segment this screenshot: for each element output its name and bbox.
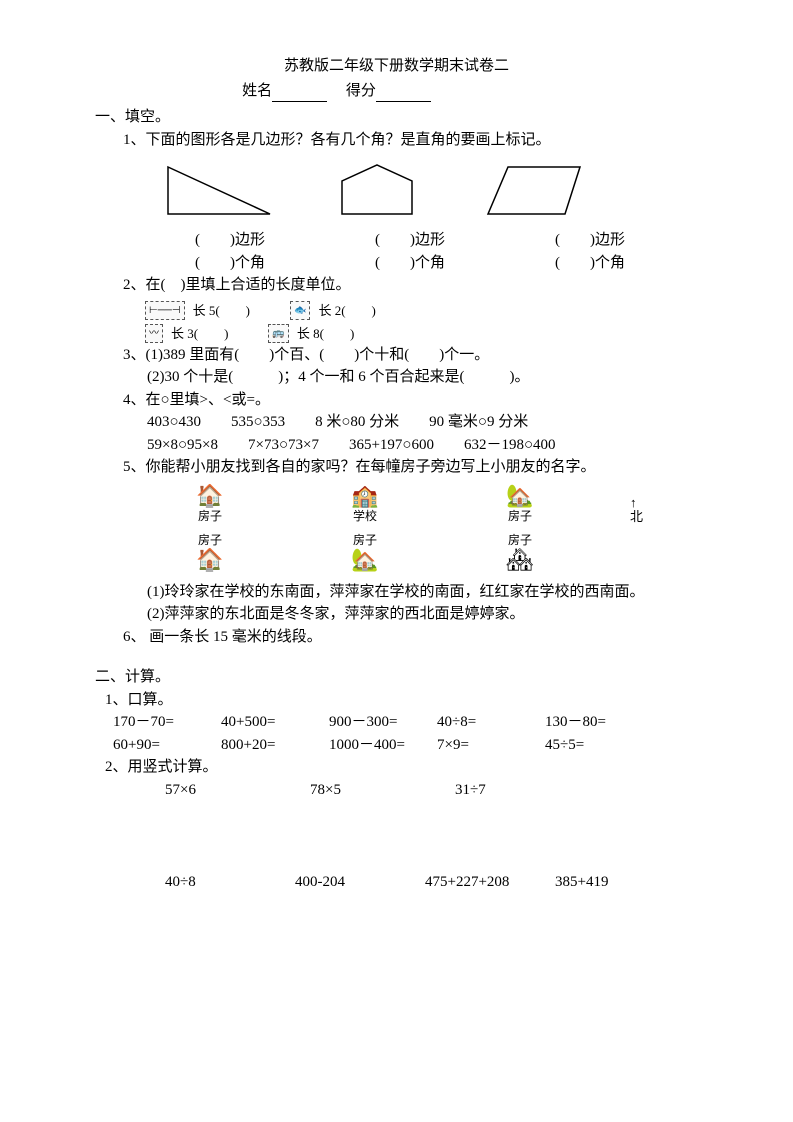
section-2-heading: 二、计算。 bbox=[95, 666, 688, 689]
north-indicator: ↑北 bbox=[630, 496, 643, 525]
vert-row-0: 57×6 78×5 31÷7 bbox=[165, 779, 688, 802]
clip-icon: 〰 bbox=[145, 324, 163, 343]
q2-row2: 〰长 3( ) 🚌长 8( ) bbox=[145, 324, 688, 344]
q2-item-3: 🚌长 8( ) bbox=[268, 324, 354, 344]
q3-line1: 3、(1)389 里面有( )个百、( )个十和( )个一。 bbox=[123, 344, 688, 367]
pencil-icon: ⊢──⊣ bbox=[145, 301, 185, 320]
page-title: 苏教版二年级下册数学期末试卷二 bbox=[105, 55, 688, 78]
vr0c0: 57×6 bbox=[165, 779, 310, 802]
vr1c3: 385+419 bbox=[555, 871, 685, 894]
score-label: 得分 bbox=[346, 83, 376, 99]
vr1c1: 400-204 bbox=[295, 871, 425, 894]
shape3-sides: ( )边形 bbox=[535, 229, 645, 252]
house-row-2: 房子🏠 房子🏡 房子🏘 bbox=[165, 531, 688, 571]
mental-row-1: 60+90= 800+20= 1000－400= 7×9= 45÷5= bbox=[113, 734, 688, 757]
mr1c4: 45÷5= bbox=[545, 734, 653, 757]
section-1-heading: 一、填空。 bbox=[95, 106, 688, 129]
q2-prompt: 2、在( )里填上合适的长度单位。 bbox=[123, 274, 688, 297]
q1-angle-labels: ( )个角 ( )个角 ( )个角 bbox=[175, 252, 688, 275]
vertical-label: 2、用竖式计算。 bbox=[105, 756, 688, 779]
house-top-left: 🏠房子 bbox=[165, 485, 255, 525]
q1-shape-labels: ( )边形 ( )边形 ( )边形 bbox=[175, 229, 688, 252]
mr1c2: 1000－400= bbox=[329, 734, 437, 757]
q2-row1: ⊢──⊣长 5( ) 🐟长 2( ) bbox=[145, 301, 688, 321]
mental-row-0: 170－70= 40+500= 900－300= 40÷8= 130－80= bbox=[113, 711, 688, 734]
house-bot-right: 房子🏘 bbox=[475, 531, 565, 571]
shape3-angles: ( )个角 bbox=[535, 252, 645, 275]
mr0c4: 130－80= bbox=[545, 711, 653, 734]
mr0c0: 170－70= bbox=[113, 711, 221, 734]
q5-line1: (1)玲玲家在学校的东南面，萍萍家在学校的南面，红红家在学校的西南面。 bbox=[147, 581, 688, 604]
mental-label: 1、口算。 bbox=[105, 689, 688, 712]
name-label: 姓名 bbox=[242, 83, 272, 99]
quadrilateral-shape bbox=[480, 159, 590, 221]
q5-line2: (2)萍萍家的东北面是冬冬家，萍萍家的西北面是婷婷家。 bbox=[147, 603, 688, 626]
q1-shapes bbox=[160, 159, 688, 221]
q2-item-0: ⊢──⊣长 5( ) bbox=[145, 301, 250, 321]
vr1c0: 40÷8 bbox=[165, 871, 295, 894]
q4-line2: 59×8○95×8 7×73○73×7 365+197○600 632－198○… bbox=[147, 434, 688, 457]
mr0c1: 40+500= bbox=[221, 711, 329, 734]
triangle-shape bbox=[160, 159, 275, 221]
q1-prompt: 1、下面的图形各是几边形？各有几个角？是直角的要画上标记。 bbox=[123, 129, 688, 152]
mr1c3: 7×9= bbox=[437, 734, 545, 757]
house-top-right: 🏡房子 bbox=[475, 485, 565, 525]
q5-houses: 🏠房子 🏫学校 🏡房子 ↑北 房子🏠 房子🏡 房子🏘 bbox=[165, 485, 688, 571]
bus-icon: 🚌 bbox=[268, 324, 288, 343]
vert-row-1: 40÷8 400-204 475+227+208 385+419 bbox=[165, 871, 688, 894]
house-bot-left: 房子🏠 bbox=[165, 531, 255, 571]
q6-prompt: 6、 画一条长 15 毫米的线段。 bbox=[123, 626, 688, 649]
fish-icon: 🐟 bbox=[290, 301, 310, 320]
vr0c2: 31÷7 bbox=[455, 779, 600, 802]
vr1c2: 475+227+208 bbox=[425, 871, 555, 894]
name-score-line: 姓名 得分 bbox=[0, 80, 688, 103]
shape2-sides: ( )边形 bbox=[355, 229, 465, 252]
pentagon-shape bbox=[330, 159, 425, 221]
score-blank[interactable] bbox=[376, 86, 431, 102]
mr1c0: 60+90= bbox=[113, 734, 221, 757]
vr0c1: 78×5 bbox=[310, 779, 455, 802]
shape1-angles: ( )个角 bbox=[175, 252, 285, 275]
q3-line2: (2)30 个十是( )；4 个一和 6 个百合起来是( )。 bbox=[147, 366, 688, 389]
shape2-angles: ( )个角 bbox=[355, 252, 465, 275]
school-cell: 🏫学校 bbox=[320, 485, 410, 525]
q4-line1: 403○430 535○353 8 米○80 分米 90 毫米○9 分米 bbox=[147, 411, 688, 434]
mr0c3: 40÷8= bbox=[437, 711, 545, 734]
q2-item-2: 〰长 3( ) bbox=[145, 324, 228, 344]
q2-item-1: 🐟长 2( ) bbox=[290, 301, 376, 321]
q4-prompt: 4、在○里填>、<或=。 bbox=[123, 389, 688, 412]
house-bot-mid: 房子🏡 bbox=[320, 531, 410, 571]
house-row-1: 🏠房子 🏫学校 🏡房子 ↑北 bbox=[165, 485, 688, 525]
name-blank[interactable] bbox=[272, 86, 327, 102]
mr1c1: 800+20= bbox=[221, 734, 329, 757]
mr0c2: 900－300= bbox=[329, 711, 437, 734]
shape1-sides: ( )边形 bbox=[175, 229, 285, 252]
q5-prompt: 5、你能帮小朋友找到各自的家吗？在每幢房子旁边写上小朋友的名字。 bbox=[123, 456, 688, 479]
